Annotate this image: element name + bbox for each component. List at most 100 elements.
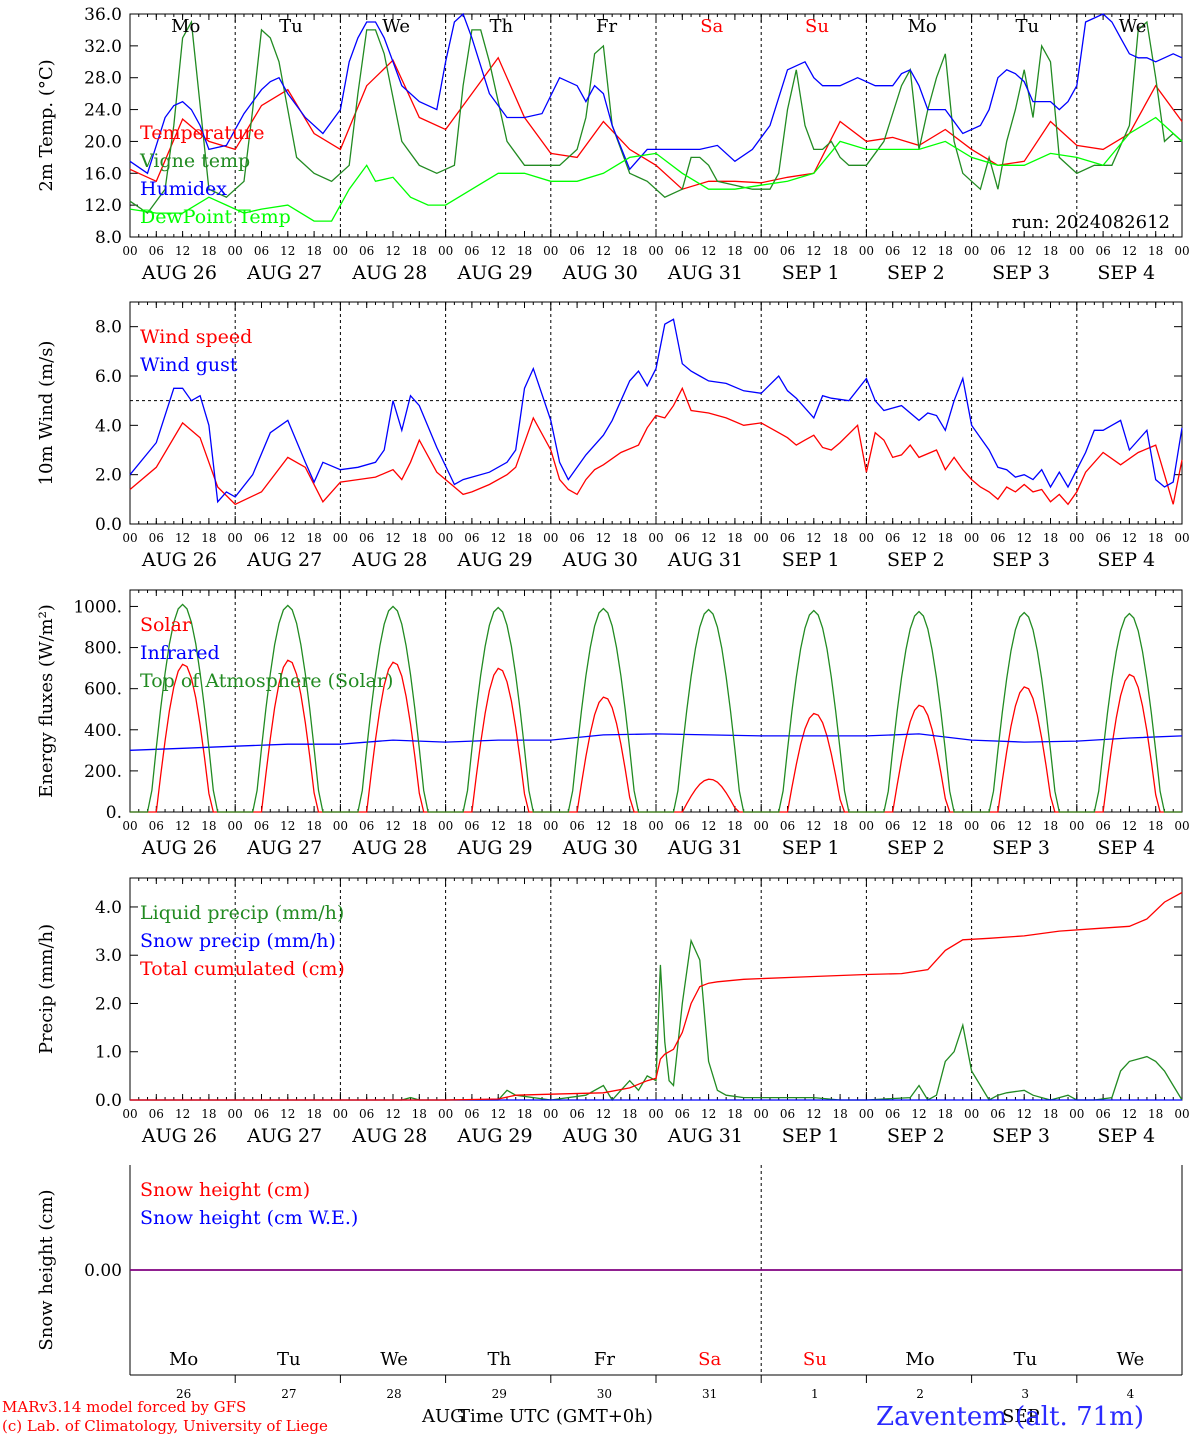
date-label: AUG 27 (246, 837, 322, 859)
day-number-label: 27 (281, 1387, 296, 1401)
hour-tick-label: 18 (412, 819, 427, 833)
hour-tick-label: 18 (412, 244, 427, 258)
y-tick-label: 0.0 (95, 515, 122, 535)
weekday-label: Tu (277, 1349, 301, 1370)
y-axis-label: Energy fluxes (W/m²) (36, 604, 57, 798)
hour-tick-label: 06 (359, 819, 374, 833)
series-line-wind-gust (129, 318, 1183, 504)
weekday-label: Mo (905, 1349, 934, 1370)
day-number-label: 31 (702, 1387, 717, 1401)
weekday-label: Th (487, 1349, 511, 1370)
weekday-label: Su (805, 16, 829, 37)
y-axis-label: 2m Temp. (°C) (36, 59, 57, 191)
date-label: AUG 31 (667, 549, 743, 571)
y-tick-label: 28.0 (84, 69, 122, 89)
hour-tick-label: 18 (306, 244, 321, 258)
weekday-label: Tu (1016, 16, 1040, 37)
hour-tick-label: 00 (438, 531, 453, 545)
hour-tick-label: 00 (1174, 1107, 1189, 1121)
hour-tick-label: 18 (517, 819, 532, 833)
hour-tick-label: 06 (359, 531, 374, 545)
hour-tick-label: 00 (333, 244, 348, 258)
hour-tick-label: 12 (175, 244, 190, 258)
date-label: SEP 2 (887, 549, 945, 571)
hour-tick-label: 12 (596, 819, 611, 833)
hour-tick-label: 00 (648, 531, 663, 545)
hour-tick-label: 12 (491, 1107, 506, 1121)
hour-tick-label: 12 (280, 819, 295, 833)
hour-tick-label: 06 (885, 819, 900, 833)
date-label: AUG 26 (141, 549, 217, 571)
legend-entry: Infrared (140, 642, 220, 664)
hour-tick-label: 00 (964, 1107, 979, 1121)
y-tick-label: 16.0 (84, 164, 122, 184)
day-number-label: 4 (1127, 1387, 1135, 1401)
month-right-label: SEP (1002, 1406, 1040, 1427)
hour-tick-label: 18 (938, 244, 953, 258)
series-line-temperature (129, 56, 1183, 190)
hour-tick-label: 18 (201, 1107, 216, 1121)
date-label: AUG 27 (246, 1125, 322, 1147)
hour-tick-label: 06 (675, 244, 690, 258)
hour-tick-label: 00 (754, 244, 769, 258)
y-tick-label: 8.0 (95, 228, 122, 248)
hour-tick-label: 00 (754, 531, 769, 545)
hour-tick-label: 00 (1174, 819, 1189, 833)
hour-tick-label: 12 (701, 819, 716, 833)
hour-tick-label: 12 (701, 531, 716, 545)
hour-tick-label: 12 (806, 1107, 821, 1121)
hour-tick-label: 06 (990, 244, 1005, 258)
hour-tick-label: 00 (228, 819, 243, 833)
date-label: SEP 3 (992, 549, 1050, 571)
legend-entry: Top of Atmosphere (Solar) (140, 670, 393, 692)
weekday-label: Mo (908, 16, 937, 37)
date-label: AUG 29 (456, 549, 532, 571)
date-label: AUG 30 (562, 262, 638, 284)
hour-tick-label: 12 (175, 531, 190, 545)
date-label: SEP 1 (782, 837, 840, 859)
hour-tick-label: 00 (438, 819, 453, 833)
hour-tick-label: 06 (569, 1107, 584, 1121)
hour-tick-label: 00 (543, 531, 558, 545)
hour-tick-label: 18 (622, 1107, 637, 1121)
hour-tick-label: 06 (675, 531, 690, 545)
hour-tick-label: 12 (911, 531, 926, 545)
weekday-label: Sa (700, 16, 723, 37)
date-label: SEP 2 (887, 1125, 945, 1147)
weekday-label: Mo (169, 1349, 198, 1370)
panel-5: 0.00 Snow height (cm) Snow height (cm) Snow… (36, 1165, 1183, 1401)
y-tick-label: 2.0 (95, 994, 122, 1014)
hour-tick-label: 06 (149, 531, 164, 545)
hour-tick-label: 06 (780, 244, 795, 258)
hour-tick-label: 06 (675, 819, 690, 833)
hour-tick-label: 06 (1095, 531, 1110, 545)
hour-tick-label: 18 (306, 819, 321, 833)
hour-tick-label: 00 (1069, 819, 1084, 833)
hour-tick-label: 12 (280, 531, 295, 545)
weekday-label: Fr (594, 1349, 615, 1370)
hour-tick-label: 00 (543, 819, 558, 833)
legend-entry: Humidex (140, 178, 227, 200)
y-tick-label: 400. (84, 721, 122, 741)
hour-tick-label: 06 (885, 244, 900, 258)
hour-tick-label: 00 (964, 531, 979, 545)
station-name: Zaventem (alt. 71m) (876, 1402, 1144, 1432)
date-label: SEP 4 (1097, 1125, 1155, 1147)
y-tick-label: 8.0 (95, 318, 122, 338)
hour-tick-label: 12 (1122, 531, 1137, 545)
legend-entry: Snow height (cm) (140, 1179, 310, 1201)
hour-tick-label: 06 (569, 244, 584, 258)
date-label: AUG 27 (246, 549, 322, 571)
weekday-label: We (382, 16, 410, 37)
run-label: run: 2024082612 (1012, 212, 1170, 233)
series-line-total-cumulated-cm- (130, 891, 1183, 1101)
hour-tick-label: 18 (727, 244, 742, 258)
hour-tick-label: 06 (254, 1107, 269, 1121)
hour-tick-label: 12 (491, 531, 506, 545)
legend-entry: Wind gust (140, 354, 238, 376)
hour-tick-label: 18 (1043, 1107, 1058, 1121)
x-axis-label: Time UTC (GMT+0h) (458, 1406, 653, 1427)
hour-tick-label: 06 (1095, 819, 1110, 833)
hour-tick-label: 06 (569, 819, 584, 833)
